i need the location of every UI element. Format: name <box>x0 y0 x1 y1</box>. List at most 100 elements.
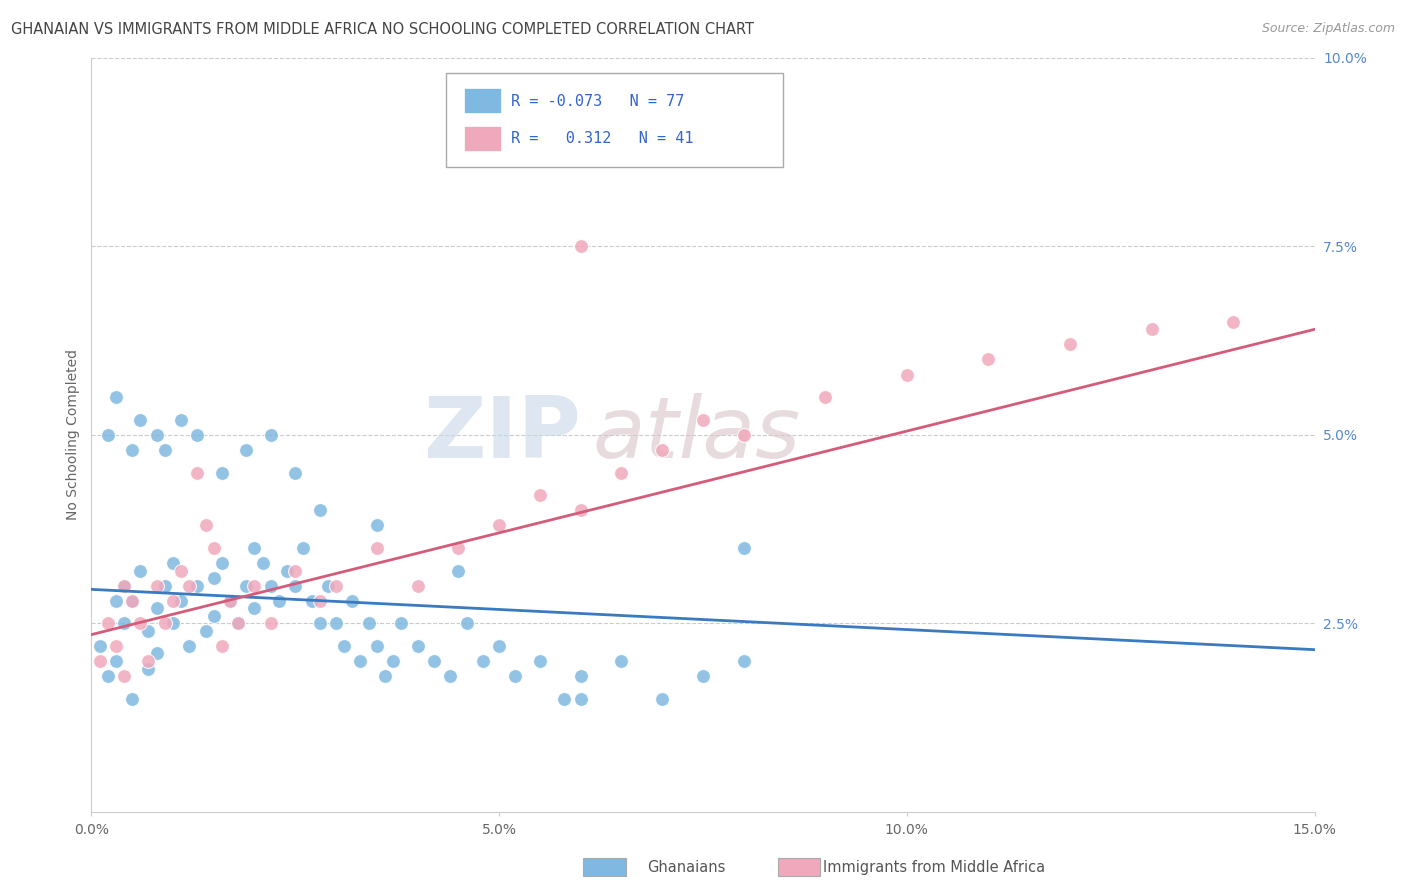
Point <box>104 593 127 607</box>
Point <box>529 654 551 668</box>
Point <box>447 541 470 555</box>
Point <box>406 579 429 593</box>
Point <box>104 639 127 653</box>
Point <box>112 579 135 593</box>
Point <box>342 593 364 607</box>
Point <box>145 428 167 442</box>
Point <box>569 503 592 517</box>
Point <box>276 564 298 578</box>
Point <box>138 624 160 638</box>
Point <box>145 579 167 593</box>
Point <box>202 608 225 623</box>
Text: ZIP: ZIP <box>423 393 581 476</box>
Point <box>692 669 714 683</box>
Point <box>112 579 135 593</box>
Point <box>104 654 127 668</box>
Point <box>170 413 193 427</box>
Point <box>112 616 135 631</box>
Point <box>374 669 396 683</box>
Point <box>179 579 201 593</box>
Point <box>610 654 633 668</box>
Point <box>896 368 918 382</box>
Point <box>569 239 592 253</box>
Point <box>235 579 257 593</box>
Point <box>456 616 478 631</box>
Point <box>733 428 755 442</box>
Point <box>366 541 388 555</box>
Point <box>505 669 527 683</box>
Text: GHANAIAN VS IMMIGRANTS FROM MIDDLE AFRICA NO SCHOOLING COMPLETED CORRELATION CHA: GHANAIAN VS IMMIGRANTS FROM MIDDLE AFRIC… <box>11 22 754 37</box>
Point <box>129 564 152 578</box>
Point <box>179 639 201 653</box>
Point <box>211 639 233 653</box>
Point <box>1140 322 1163 336</box>
FancyBboxPatch shape <box>446 73 783 168</box>
Point <box>308 616 330 631</box>
Point <box>267 593 290 607</box>
Point <box>333 639 356 653</box>
Point <box>89 639 111 653</box>
Point <box>1059 337 1081 351</box>
Point <box>104 390 127 404</box>
Text: Source: ZipAtlas.com: Source: ZipAtlas.com <box>1261 22 1395 36</box>
Point <box>366 518 388 533</box>
Point <box>447 564 470 578</box>
Point <box>129 413 152 427</box>
Point <box>692 413 714 427</box>
Point <box>733 654 755 668</box>
Point <box>316 579 339 593</box>
Point <box>1222 315 1244 329</box>
Point <box>186 579 208 593</box>
Point <box>202 571 225 585</box>
Text: R = -0.073   N = 77: R = -0.073 N = 77 <box>510 95 685 109</box>
Point <box>89 654 111 668</box>
Point <box>406 639 429 653</box>
Point <box>529 488 551 502</box>
Point <box>284 564 307 578</box>
Point <box>153 579 176 593</box>
Point <box>162 556 184 570</box>
Point <box>423 654 446 668</box>
Point <box>389 616 412 631</box>
Point <box>202 541 225 555</box>
Point <box>121 442 143 457</box>
Point <box>97 669 120 683</box>
Point <box>977 352 1000 367</box>
Point <box>292 541 315 555</box>
Point <box>651 691 673 706</box>
Point <box>308 593 330 607</box>
Point <box>651 442 673 457</box>
Point <box>138 654 160 668</box>
Point <box>121 691 143 706</box>
Point <box>349 654 371 668</box>
Point <box>121 593 143 607</box>
Point <box>243 541 266 555</box>
Point <box>186 428 208 442</box>
Point <box>138 661 160 675</box>
Point <box>814 390 837 404</box>
Point <box>219 593 242 607</box>
Point <box>211 466 233 480</box>
Point <box>733 541 755 555</box>
Point <box>226 616 249 631</box>
Point <box>284 466 307 480</box>
Point <box>194 518 217 533</box>
Point <box>301 593 323 607</box>
Text: Ghanaians: Ghanaians <box>647 860 725 874</box>
Point <box>121 593 143 607</box>
Point <box>129 616 152 631</box>
Point <box>260 428 283 442</box>
Point <box>112 669 135 683</box>
Point <box>97 616 120 631</box>
Point <box>219 593 242 607</box>
Point <box>170 564 193 578</box>
Point <box>145 647 167 661</box>
Text: R =   0.312   N = 41: R = 0.312 N = 41 <box>510 131 693 146</box>
Text: Immigrants from Middle Africa: Immigrants from Middle Africa <box>823 860 1045 874</box>
Point <box>186 466 208 480</box>
Point <box>471 654 494 668</box>
Point <box>553 691 575 706</box>
Point <box>382 654 405 668</box>
Point <box>325 616 347 631</box>
Point <box>97 428 120 442</box>
